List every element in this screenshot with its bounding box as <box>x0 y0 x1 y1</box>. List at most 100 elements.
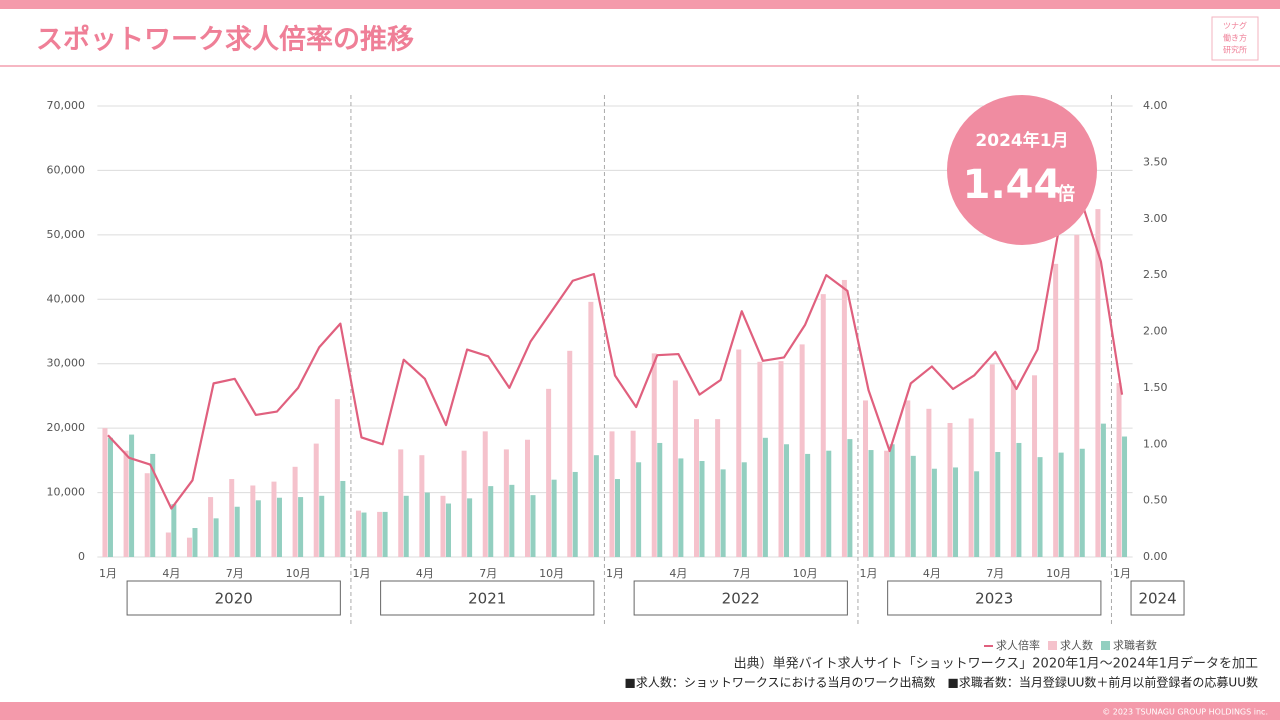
bar <box>171 504 177 557</box>
bar <box>319 495 325 557</box>
bar <box>1074 234 1080 557</box>
bar <box>129 434 135 557</box>
y2-tick-label: 3.50 <box>1143 155 1168 168</box>
bar <box>615 479 620 557</box>
bar <box>102 428 108 557</box>
bar <box>651 353 657 557</box>
bar <box>1037 457 1043 557</box>
year-label: 2022 <box>722 590 760 608</box>
bar <box>461 450 467 557</box>
bar <box>826 450 832 557</box>
legend-label: 求人数 <box>1060 639 1093 652</box>
bar <box>1053 263 1059 557</box>
bar <box>419 455 425 557</box>
bar <box>530 495 536 557</box>
bar <box>467 498 473 557</box>
x-tick-label: 7月 <box>226 567 244 580</box>
bar <box>1100 423 1106 557</box>
bar <box>440 495 446 557</box>
bar <box>488 486 494 557</box>
y2-tick-label: 1.00 <box>1143 437 1168 450</box>
y-tick-label: 20,000 <box>47 421 86 434</box>
bar <box>250 485 256 557</box>
bar <box>847 439 853 557</box>
bar <box>968 418 974 557</box>
bar <box>551 479 557 557</box>
year-label: 2021 <box>468 590 506 608</box>
x-tick-label: 4月 <box>162 567 180 580</box>
x-tick-label: 1月 <box>352 567 370 580</box>
bar <box>694 419 700 557</box>
bar <box>757 361 763 557</box>
page-title: スポットワーク求人倍率の推移 <box>36 24 414 56</box>
bar <box>699 461 705 557</box>
bar <box>213 518 219 557</box>
legend-swatch <box>1101 641 1110 650</box>
year-box <box>126 580 341 616</box>
bar <box>820 294 826 557</box>
bar <box>276 497 282 557</box>
x-tick-label: 7月 <box>479 567 497 580</box>
bar <box>636 462 642 557</box>
year-box <box>633 580 848 616</box>
y-tick-label: 60,000 <box>47 163 86 176</box>
bar <box>424 492 430 557</box>
bar <box>229 479 235 557</box>
bar <box>255 500 261 557</box>
bar <box>313 443 319 557</box>
y2-tick-label: 2.00 <box>1143 325 1168 338</box>
y-tick-label: 40,000 <box>47 292 86 305</box>
line <box>107 195 1124 510</box>
year-label: 2023 <box>975 590 1013 608</box>
x-tick-label: 10月 <box>286 567 311 580</box>
bar <box>298 497 304 557</box>
bar <box>678 458 684 557</box>
bar <box>503 449 509 557</box>
bar <box>947 422 953 557</box>
y2-tick-label: 2.50 <box>1143 268 1168 281</box>
logo-text: ツナグ <box>1223 21 1247 31</box>
x-tick-label: 1月 <box>99 567 117 580</box>
x-tick-label: 4月 <box>923 567 941 580</box>
bar <box>1095 209 1101 558</box>
bar <box>150 453 156 557</box>
top-bar <box>0 0 1280 9</box>
annotation-date: 2024年1月 <box>975 130 1068 151</box>
logo-text: 働き方 <box>1223 33 1247 43</box>
y2-tick-label: 3.00 <box>1143 212 1168 225</box>
year-box <box>887 580 1102 616</box>
bar <box>186 537 192 557</box>
bottom-bar <box>0 702 1280 720</box>
x-tick-label: 1月 <box>1113 567 1131 580</box>
y2-tick-label: 4.00 <box>1143 99 1168 112</box>
x-tick-label: 10月 <box>539 567 564 580</box>
bar <box>208 497 214 557</box>
y2-tick-label: 1.50 <box>1143 381 1168 394</box>
bar <box>799 344 805 557</box>
x-tick-label: 4月 <box>416 567 434 580</box>
bar <box>546 388 552 557</box>
x-tick-label: 1月 <box>860 567 878 580</box>
bar <box>271 481 277 557</box>
bar <box>672 380 678 557</box>
bar <box>361 512 367 557</box>
bar <box>593 455 599 557</box>
bar <box>588 301 594 557</box>
bar <box>905 400 911 557</box>
bar <box>355 510 361 557</box>
bar <box>630 430 636 557</box>
x-tick-label: 10月 <box>793 567 818 580</box>
bar <box>778 361 784 557</box>
logo-text: 研究所 <box>1223 45 1247 55</box>
copyright: © 2023 TSUNAGU GROUP HOLDINGS inc. <box>1102 708 1268 717</box>
bar <box>1032 375 1038 557</box>
legend-label: 求職者数 <box>1113 639 1157 652</box>
bar <box>524 439 530 557</box>
annotation-value: 1.44 <box>963 162 1062 208</box>
x-tick-label: 4月 <box>669 567 687 580</box>
legend-label: 求人倍率 <box>996 638 1040 652</box>
bar <box>910 455 916 557</box>
bar <box>926 408 932 557</box>
bar <box>868 450 874 557</box>
annotation-circle <box>947 95 1097 245</box>
